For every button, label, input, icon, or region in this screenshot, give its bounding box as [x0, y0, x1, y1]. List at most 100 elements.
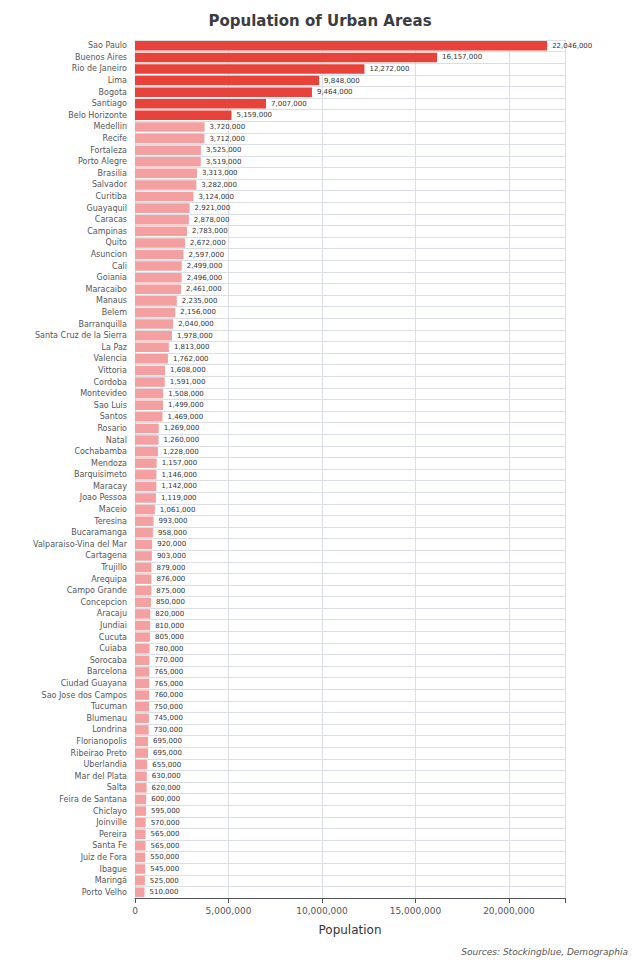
svg-text:Medellin: Medellin [93, 122, 127, 131]
svg-text:620,000: 620,000 [152, 784, 181, 792]
svg-text:Salvador: Salvador [92, 180, 128, 189]
svg-text:Cartagena: Cartagena [85, 551, 127, 560]
svg-text:Maringá: Maringá [95, 876, 127, 885]
svg-text:15,000,000: 15,000,000 [390, 906, 442, 916]
svg-text:Population: Population [318, 923, 381, 937]
svg-text:Porto Velho: Porto Velho [82, 888, 127, 897]
svg-text:1,469,000: 1,469,000 [167, 413, 203, 421]
svg-text:Lima: Lima [108, 76, 127, 85]
svg-text:Tucuman: Tucuman [90, 702, 127, 711]
svg-text:7,007,000: 7,007,000 [271, 100, 307, 108]
svg-text:Valencia: Valencia [94, 354, 128, 363]
svg-text:Londrina: Londrina [92, 725, 127, 734]
svg-text:Buenos Aires: Buenos Aires [75, 53, 127, 62]
svg-text:Santa Fe: Santa Fe [92, 841, 127, 850]
svg-text:9,848,000: 9,848,000 [324, 77, 360, 85]
svg-text:1,142,000: 1,142,000 [161, 482, 197, 490]
svg-text:2,672,000: 2,672,000 [190, 239, 226, 247]
svg-text:510,000: 510,000 [150, 888, 179, 896]
svg-text:Belem: Belem [102, 308, 128, 317]
svg-text:Sao Jose dos Campos: Sao Jose dos Campos [42, 691, 127, 700]
svg-text:Joinville: Joinville [95, 818, 127, 827]
svg-text:1,157,000: 1,157,000 [162, 459, 198, 467]
svg-text:Goiania: Goiania [97, 273, 128, 282]
svg-text:770,000: 770,000 [154, 656, 183, 664]
svg-text:5,000,000: 5,000,000 [206, 906, 252, 916]
svg-text:2,783,000: 2,783,000 [192, 227, 228, 235]
svg-text:Ibague: Ibague [100, 865, 127, 874]
svg-text:879,000: 879,000 [156, 564, 185, 572]
svg-text:Rio de Janeiro: Rio de Janeiro [72, 64, 127, 73]
svg-text:Cucuta: Cucuta [99, 633, 127, 642]
svg-text:Guayaquil: Guayaquil [87, 204, 127, 213]
svg-text:2,235,000: 2,235,000 [182, 297, 218, 305]
svg-text:1,591,000: 1,591,000 [170, 378, 206, 386]
svg-text:Chiclayo: Chiclayo [93, 807, 127, 816]
svg-text:1,813,000: 1,813,000 [174, 343, 210, 351]
svg-text:10,000,000: 10,000,000 [296, 906, 348, 916]
svg-text:903,000: 903,000 [157, 552, 186, 560]
svg-text:Sao Luis: Sao Luis [94, 401, 127, 410]
svg-text:Cali: Cali [112, 262, 127, 271]
svg-text:Barcelona: Barcelona [87, 667, 127, 676]
svg-text:1,608,000: 1,608,000 [170, 366, 206, 374]
svg-text:600,000: 600,000 [151, 795, 180, 803]
svg-text:Arequipa: Arequipa [91, 575, 127, 584]
svg-text:Mendoza: Mendoza [91, 459, 127, 468]
svg-text:2,597,000: 2,597,000 [189, 251, 225, 259]
svg-text:765,000: 765,000 [154, 668, 183, 676]
svg-text:920,000: 920,000 [157, 540, 186, 548]
svg-text:525,000: 525,000 [150, 877, 179, 885]
svg-text:1,061,000: 1,061,000 [160, 506, 196, 514]
svg-text:0: 0 [132, 906, 138, 916]
svg-text:2,921,000: 2,921,000 [195, 204, 231, 212]
svg-text:2,040,000: 2,040,000 [178, 320, 214, 328]
svg-text:Concepcion: Concepcion [80, 598, 127, 607]
svg-text:Uberlandia: Uberlandia [83, 760, 127, 769]
svg-text:2,496,000: 2,496,000 [187, 274, 223, 282]
svg-text:958,000: 958,000 [158, 529, 187, 537]
svg-text:3,282,000: 3,282,000 [201, 181, 237, 189]
svg-text:Sources: Stockingblue, Demogra: Sources: Stockingblue, Demographia [461, 947, 628, 957]
svg-text:1,269,000: 1,269,000 [164, 424, 200, 432]
svg-text:Maracay: Maracay [93, 482, 127, 491]
svg-text:1,228,000: 1,228,000 [163, 448, 199, 456]
svg-text:3,124,000: 3,124,000 [198, 193, 234, 201]
svg-text:820,000: 820,000 [155, 610, 184, 618]
svg-text:993,000: 993,000 [159, 517, 188, 525]
svg-text:Asuncion: Asuncion [91, 250, 127, 259]
svg-text:Quito: Quito [105, 238, 127, 247]
svg-text:Aracaju: Aracaju [97, 609, 127, 618]
svg-text:9,464,000: 9,464,000 [317, 88, 353, 96]
svg-text:Curitiba: Curitiba [95, 192, 127, 201]
svg-text:875,000: 875,000 [156, 587, 185, 595]
svg-text:Santiago: Santiago [92, 99, 127, 108]
svg-text:Population of Urban Areas: Population of Urban Areas [208, 12, 431, 30]
svg-text:La Paz: La Paz [102, 343, 127, 352]
svg-text:730,000: 730,000 [154, 726, 183, 734]
svg-text:Manaus: Manaus [96, 296, 127, 305]
svg-text:745,000: 745,000 [154, 714, 183, 722]
svg-text:595,000: 595,000 [151, 807, 180, 815]
svg-text:695,000: 695,000 [153, 749, 182, 757]
svg-text:Florianopolis: Florianopolis [76, 737, 127, 746]
svg-text:850,000: 850,000 [156, 598, 185, 606]
svg-text:545,000: 545,000 [150, 865, 179, 873]
svg-text:695,000: 695,000 [153, 737, 182, 745]
svg-text:5,159,000: 5,159,000 [236, 111, 272, 119]
svg-text:550,000: 550,000 [150, 853, 179, 861]
svg-text:Feira de Santana: Feira de Santana [59, 795, 127, 804]
svg-text:Cordoba: Cordoba [93, 378, 127, 387]
svg-text:2,156,000: 2,156,000 [180, 308, 216, 316]
svg-text:1,978,000: 1,978,000 [177, 332, 213, 340]
svg-text:2,878,000: 2,878,000 [194, 216, 230, 224]
svg-text:Santa Cruz de la Sierra: Santa Cruz de la Sierra [35, 331, 127, 340]
svg-text:Maceio: Maceio [99, 505, 127, 514]
svg-text:Ciudad Guayana: Ciudad Guayana [61, 679, 127, 688]
svg-text:876,000: 876,000 [156, 575, 185, 583]
svg-text:1,762,000: 1,762,000 [173, 355, 209, 363]
svg-text:Juiz de Fora: Juiz de Fora [80, 853, 127, 862]
svg-text:Barquisimeto: Barquisimeto [74, 470, 127, 479]
svg-text:Pereira: Pereira [99, 830, 127, 839]
svg-text:570,000: 570,000 [151, 819, 180, 827]
